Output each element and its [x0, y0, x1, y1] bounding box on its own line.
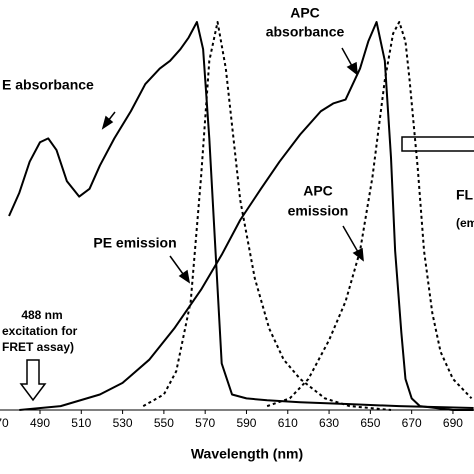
- x-tick-label: 490: [30, 416, 50, 430]
- annotation: PE emission: [93, 235, 176, 251]
- line-series: [8, 21, 474, 410]
- line-series: [142, 21, 392, 411]
- x-tick-label: 550: [154, 416, 174, 430]
- annotation: (em: [456, 216, 474, 230]
- annotation: FRET assay): [2, 340, 74, 354]
- annotation-arrows: [101, 47, 364, 284]
- x-tick-label: 510: [71, 416, 91, 430]
- arrow-head: [101, 115, 114, 130]
- x-tick-label: 590: [236, 416, 256, 430]
- annotation: excitation for: [2, 324, 78, 338]
- annotation: emission: [288, 203, 349, 219]
- x-tick-label: 650: [360, 416, 380, 430]
- annotation: FL: [456, 187, 474, 203]
- annotation: 488 nm: [21, 308, 62, 322]
- x-tick-label: 630: [319, 416, 339, 430]
- x-tick-label: 670: [402, 416, 422, 430]
- arrow-head: [178, 269, 191, 284]
- excitation-arrow: [19, 359, 47, 402]
- x-tick-label: 570: [195, 416, 215, 430]
- arrow: [342, 225, 359, 253]
- x-axis-label: Wavelength (nm): [191, 446, 303, 462]
- annotation: APC: [303, 183, 333, 199]
- line-series: [266, 21, 473, 408]
- arrow-head: [346, 61, 358, 76]
- x-tick-label: 690: [443, 416, 463, 430]
- filter-box: [401, 136, 474, 152]
- x-tick-label: 610: [278, 416, 298, 430]
- x-tick-label: 530: [113, 416, 133, 430]
- arrow: [169, 255, 184, 275]
- annotation: E absorbance: [2, 77, 94, 93]
- line-series: [19, 21, 474, 411]
- annotation: APC: [290, 5, 320, 21]
- arrow: [341, 47, 353, 67]
- annotation: absorbance: [266, 24, 345, 40]
- x-tick-label: 470: [0, 416, 9, 430]
